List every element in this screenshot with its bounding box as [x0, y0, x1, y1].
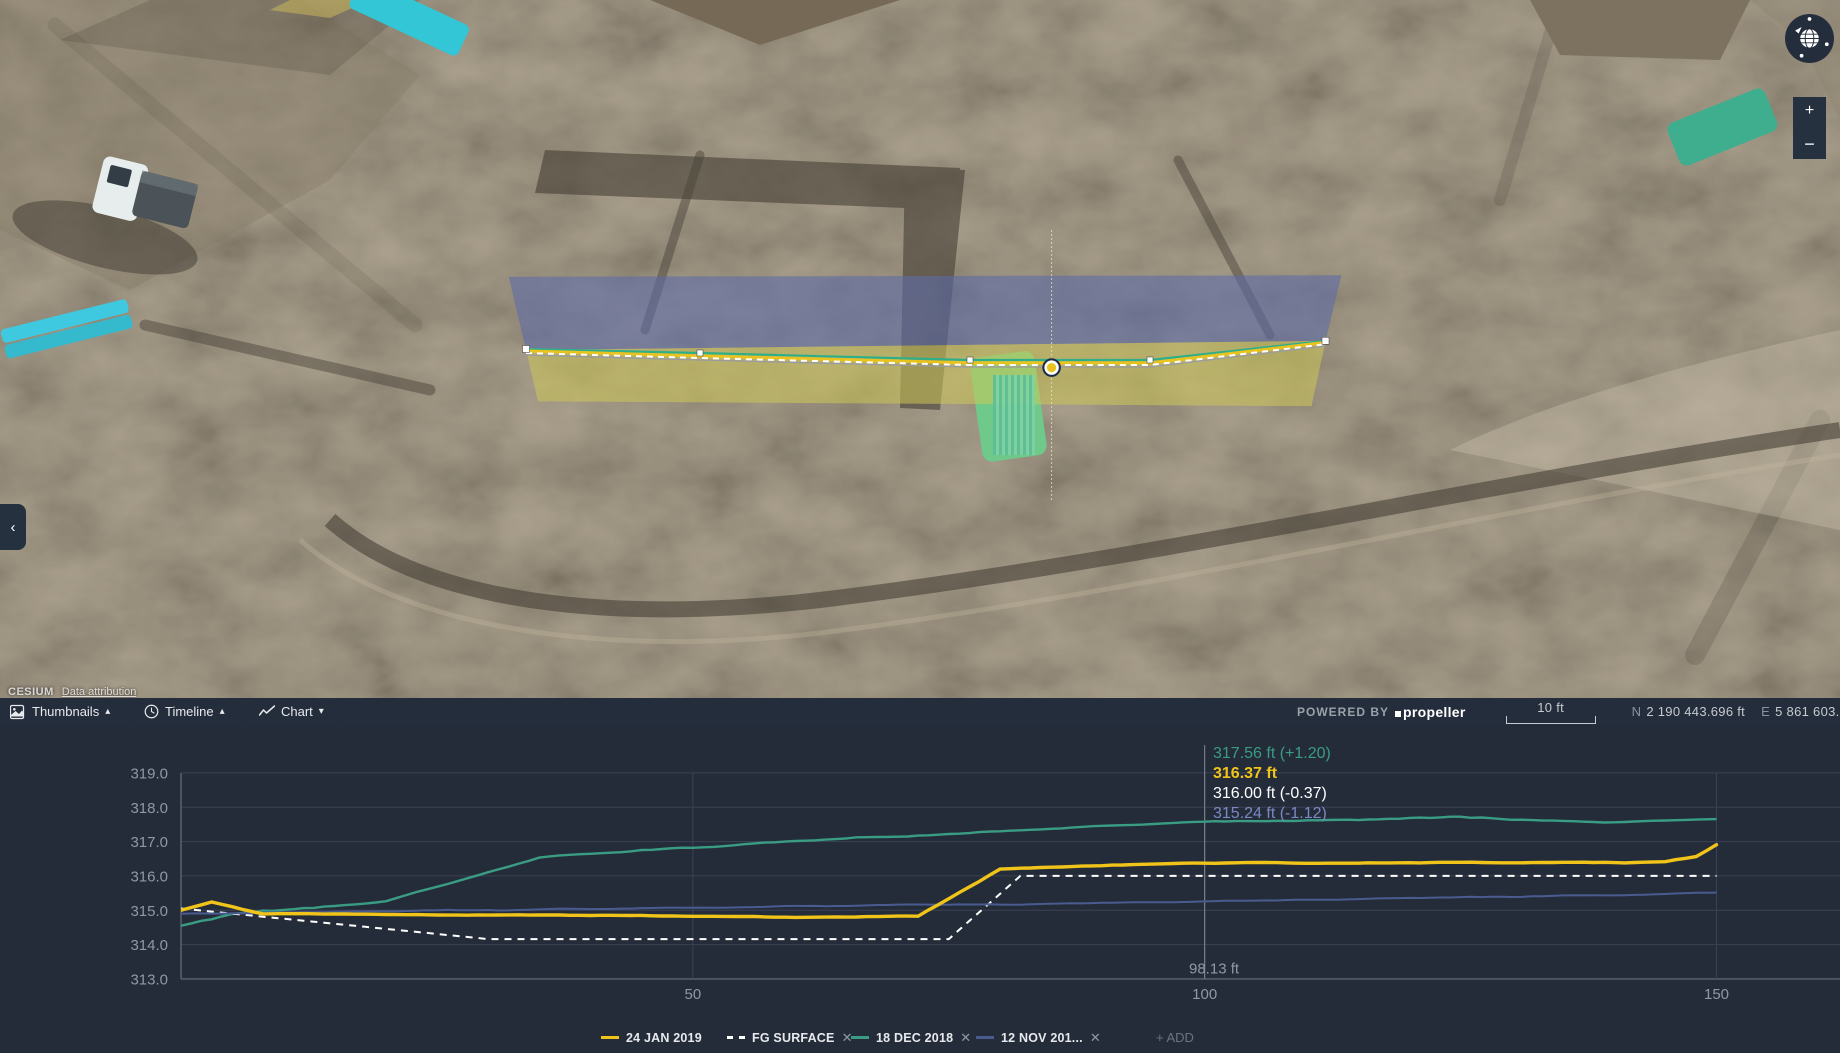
svg-text:316.37 ft: 316.37 ft [1213, 765, 1278, 782]
svg-text:317.0: 317.0 [130, 834, 168, 851]
svg-text:50: 50 [685, 986, 702, 1003]
svg-text:100: 100 [1192, 986, 1217, 1003]
svg-text:316.0: 316.0 [130, 869, 168, 886]
svg-text:314.0: 314.0 [130, 937, 168, 954]
svg-text:315.24 ft (-1.12): 315.24 ft (-1.12) [1213, 805, 1327, 822]
svg-text:315.0: 315.0 [130, 903, 168, 920]
svg-text:98.13 ft: 98.13 ft [1189, 961, 1240, 978]
svg-text:313.0: 313.0 [130, 972, 168, 989]
svg-text:319.0: 319.0 [130, 766, 168, 783]
svg-text:316.00 ft (-0.37): 316.00 ft (-0.37) [1213, 785, 1327, 802]
svg-text:150: 150 [1704, 986, 1729, 1003]
svg-text:318.0: 318.0 [130, 800, 168, 817]
svg-text:317.56 ft (+1.20): 317.56 ft (+1.20) [1213, 745, 1331, 762]
